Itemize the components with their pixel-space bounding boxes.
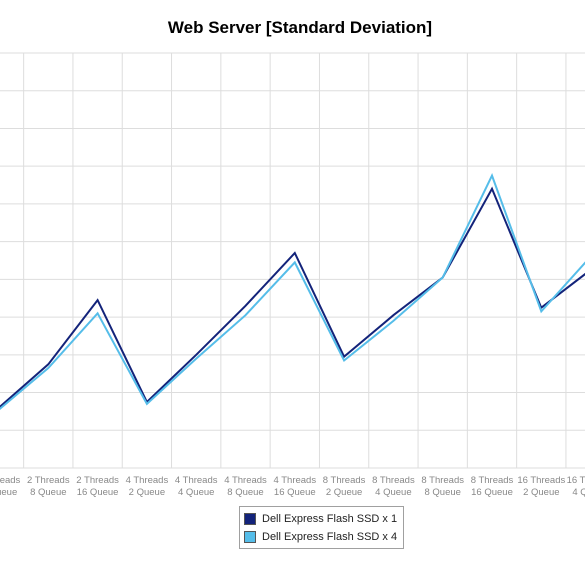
x-tick-label: 8 Threads 8 Queue [421,475,464,498]
x-tick-label: 8 Threads 16 Queue [471,475,514,498]
legend-item: Dell Express Flash SSD x 1 [244,510,397,528]
series-lines [0,173,585,410]
x-tick-label: 4 Threads 16 Queue [273,475,316,498]
legend-item: Dell Express Flash SSD x 4 [244,528,397,546]
legend-label: Dell Express Flash SSD x 1 [262,513,398,525]
x-tick-label: 4 Threads 8 Queue [224,475,267,498]
series-line-1 [0,186,585,409]
grid [0,52,585,469]
x-tick-label: 2 Threads 8 Queue [27,475,70,498]
legend: Dell Express Flash SSD x 1 Dell Express … [239,506,405,549]
x-tick-label: 2 Threads 16 Queue [76,475,119,498]
chart-title: Web Server [Standard Deviation] [167,18,433,37]
legend-label: Dell Express Flash SSD x 4 [262,531,398,543]
legend-swatch [244,513,256,525]
x-tick-label: 16 Threads 2 Queue [517,475,565,498]
x-tick-label: 8 Threads 2 Queue [323,475,366,498]
x-tick-label: 8 Threads 4 Queue [372,475,415,498]
x-tick-label: 4 Threads 4 Queue [175,475,218,498]
legend-swatch [244,531,256,543]
series-line-2 [0,173,585,410]
x-tick-label: 4 Threads 2 Queue [126,475,169,498]
